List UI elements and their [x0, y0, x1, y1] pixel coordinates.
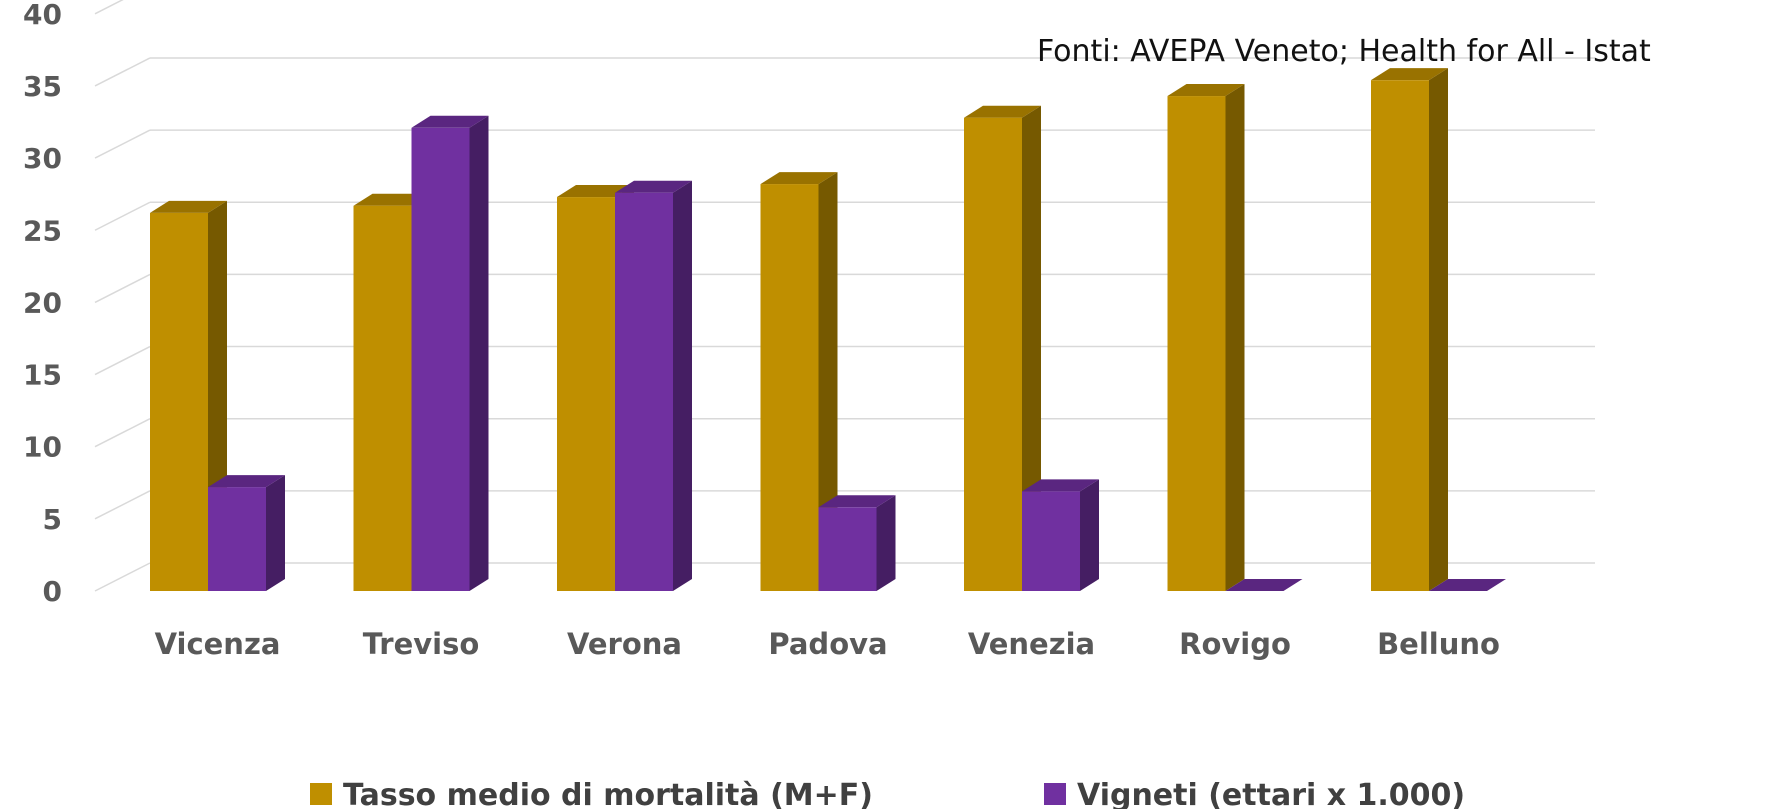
bar-vineyards-padova-top — [818, 495, 896, 508]
y-tick-label: 15 — [23, 359, 62, 392]
bar-mortality-verona-front — [557, 197, 615, 591]
bar-mortality-venezia-top — [964, 105, 1041, 118]
bar-vineyards-treviso — [411, 115, 489, 591]
bar-vineyards-padova-side — [876, 495, 896, 591]
source-note: Fonti: AVEPA Veneto; Health for All - Is… — [1037, 34, 1651, 69]
bar-vineyards-treviso-side — [469, 115, 489, 591]
bar-mortality-belluno — [1371, 68, 1448, 592]
y-tick-label: 30 — [23, 142, 62, 175]
bar-mortality-belluno-side — [1429, 68, 1448, 592]
bar-vineyards-verona-front — [615, 192, 673, 591]
bar-vineyards-venezia-side — [1080, 479, 1099, 591]
bar-vineyards-vicenza-top — [208, 475, 285, 488]
category-label: Venezia — [968, 627, 1095, 661]
bar-mortality-treviso-top — [353, 193, 431, 206]
bar-mortality-padova-front — [760, 184, 819, 591]
bar-mortality-padova — [760, 172, 838, 591]
legend-label-vineyards: Vigneti (ettari x 1.000) — [1077, 778, 1465, 809]
bar-vineyards-belluno-top — [1429, 579, 1506, 591]
gridline-diagonal — [94, 57, 151, 87]
gridline-diagonal — [94, 345, 151, 376]
y-tick-label: 0 — [43, 575, 62, 608]
bar-mortality-padova-side — [818, 172, 838, 591]
category-label: Belluno — [1377, 627, 1500, 661]
bar-vineyards-treviso-top — [411, 115, 489, 128]
bar-vineyards-treviso-front — [411, 127, 470, 591]
bar-mortality-belluno-front — [1371, 80, 1429, 591]
legend-swatch-vineyards — [1044, 783, 1066, 805]
bar-mortality-venezia-side — [1022, 105, 1041, 592]
gridline-diagonal — [94, 129, 151, 159]
y-tick-label: 20 — [23, 286, 62, 319]
bar-mortality-verona-top — [557, 185, 634, 198]
bar-mortality-belluno-top — [1371, 68, 1448, 81]
bar-mortality-vicenza-front — [150, 212, 208, 591]
gridline-diagonal — [94, 0, 124, 15]
gridline-diagonal — [94, 273, 151, 304]
y-axis-tick-labels: 0 5 10 15 20 25 30 35 40 — [23, 0, 62, 608]
bar-vineyards-padova-front — [818, 507, 877, 591]
bar-mortality-venezia-front — [964, 117, 1022, 592]
bars — [150, 68, 1506, 592]
category-label: Padova — [768, 627, 887, 661]
bar-vineyards-rovigo-top — [1225, 579, 1303, 591]
bar-vineyards-verona — [615, 180, 692, 591]
bar-mortality-treviso-front — [353, 205, 412, 591]
bar-mortality-rovigo-top — [1167, 84, 1245, 97]
bar-vineyards-vicenza — [208, 475, 285, 591]
y-tick-label: 25 — [23, 214, 62, 247]
bar-mortality-padova-top — [760, 172, 838, 185]
bar-mortality-vicenza-top — [150, 200, 227, 213]
bar-vineyards-vicenza-front — [208, 487, 266, 591]
gridline-diagonal — [94, 490, 151, 520]
bar-vineyards-belluno — [1429, 579, 1506, 591]
x-axis-category-labels: Vicenza Treviso Verona Padova Venezia Rovigo B… — [155, 627, 1500, 661]
bar-mortality-rovigo — [1167, 84, 1245, 592]
gridline-diagonal — [94, 562, 151, 592]
bar-vineyards-venezia-top — [1022, 479, 1099, 492]
bar-vineyards-vicenza-side — [266, 475, 285, 591]
y-tick-label: 35 — [23, 70, 62, 103]
bar-vineyards-padova — [818, 495, 896, 591]
bar-vineyards-verona-side — [673, 180, 692, 591]
bar-vineyards-venezia — [1022, 479, 1099, 591]
legend-swatch-mortality — [310, 783, 332, 805]
category-label: Treviso — [363, 627, 480, 661]
legend-label-mortality: Tasso medio di mortalità (M+F) — [343, 778, 873, 809]
legend: Tasso medio di mortalità (M+F) Vigneti (… — [310, 778, 1465, 809]
bar-mortality-rovigo-side — [1225, 84, 1245, 592]
category-label: Vicenza — [155, 627, 281, 661]
gridline-diagonal — [94, 201, 151, 231]
bar-vineyards-rovigo — [1225, 579, 1303, 591]
gridline-diagonal — [94, 418, 151, 448]
bar-mortality-rovigo-front — [1167, 96, 1226, 592]
bar-mortality-venezia — [964, 105, 1041, 592]
category-label: Verona — [567, 627, 682, 661]
y-tick-label: 10 — [23, 431, 62, 464]
bar-vineyards-verona-top — [615, 180, 692, 193]
category-label: Rovigo — [1179, 627, 1291, 661]
y-tick-label: 40 — [23, 0, 62, 31]
bar-vineyards-venezia-front — [1022, 491, 1080, 591]
y-tick-label: 5 — [43, 503, 62, 536]
